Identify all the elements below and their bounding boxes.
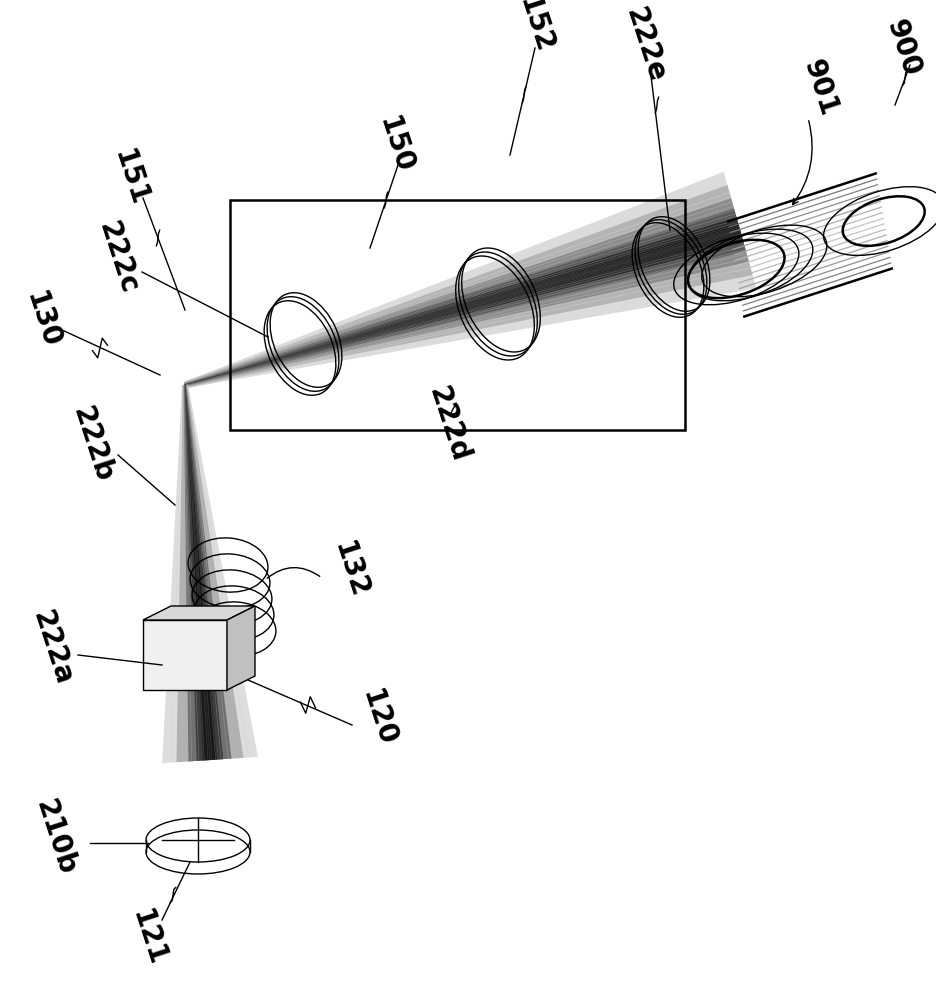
Text: 222e: 222e — [620, 4, 670, 86]
Text: 900: 900 — [881, 16, 925, 80]
Text: 151: 151 — [108, 146, 153, 210]
Polygon shape — [185, 223, 742, 385]
Text: 901: 901 — [797, 56, 842, 120]
Text: 210b: 210b — [30, 797, 80, 879]
Polygon shape — [184, 385, 217, 760]
Polygon shape — [184, 172, 756, 388]
Polygon shape — [184, 209, 746, 386]
Text: 132: 132 — [328, 538, 373, 602]
Polygon shape — [184, 385, 223, 761]
Text: 152: 152 — [513, 0, 557, 57]
Text: 222c: 222c — [94, 218, 143, 298]
Text: 120: 120 — [356, 686, 401, 750]
Text: 222b: 222b — [66, 404, 117, 486]
Polygon shape — [177, 385, 243, 762]
Polygon shape — [227, 606, 255, 690]
Polygon shape — [143, 606, 255, 620]
Polygon shape — [162, 385, 258, 763]
Text: 130: 130 — [20, 288, 65, 352]
Text: 121: 121 — [125, 906, 170, 970]
Text: 150: 150 — [373, 113, 417, 177]
Polygon shape — [183, 385, 231, 761]
Polygon shape — [184, 198, 749, 387]
Polygon shape — [184, 217, 744, 386]
Polygon shape — [184, 185, 753, 387]
Text: 222a: 222a — [27, 607, 77, 689]
Text: 222d: 222d — [423, 384, 474, 466]
Polygon shape — [143, 620, 227, 690]
